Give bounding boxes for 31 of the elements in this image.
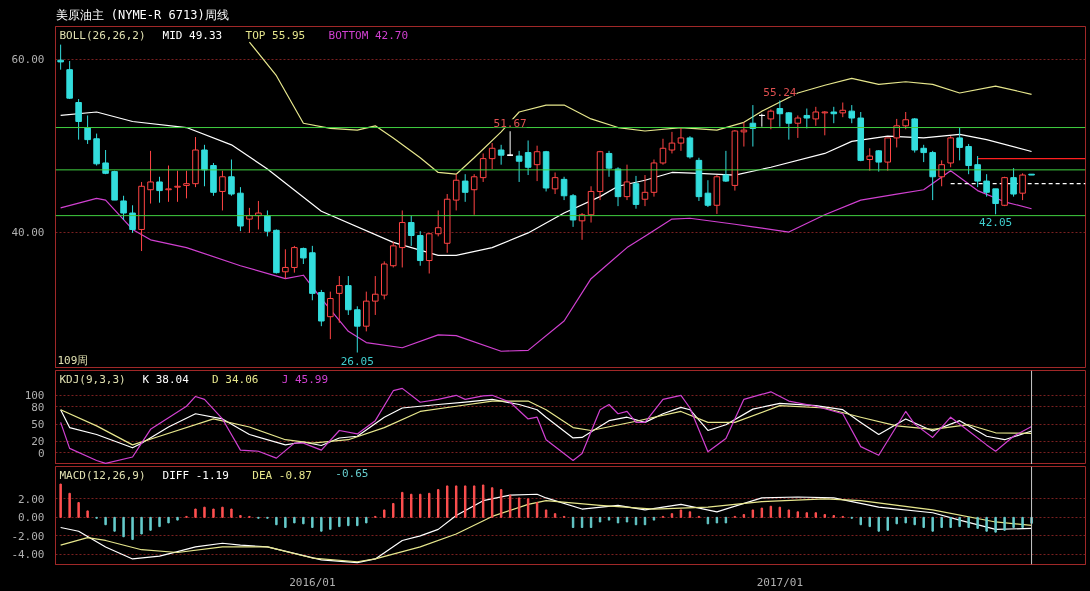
annotation: 51.67: [493, 117, 527, 131]
text: J 45.99: [281, 372, 329, 386]
legend-title: BOLL(26,26,2): [59, 28, 146, 42]
legend-title: MACD(12,26,9): [59, 468, 146, 482]
y-tick-label: 2.00: [18, 492, 45, 506]
text: DEA -0.87: [252, 468, 312, 482]
y-tick-label: 0.00: [18, 511, 45, 525]
annotation: 55.24: [763, 86, 797, 100]
x-tick-label: 2017/01: [756, 575, 804, 589]
annotation: 109周: [57, 353, 89, 367]
y-tick-label: 0: [37, 446, 45, 460]
legend-title: KDJ(9,3,3): [59, 372, 126, 386]
y-tick-label: 40.00: [11, 226, 45, 240]
y-tick-label: 20: [31, 435, 45, 449]
y-tick-label: 60.00: [11, 53, 45, 67]
chart-title: 美原油主 (NYME-R 6713)周线: [55, 7, 229, 22]
text: MID 49.33: [162, 28, 223, 42]
x-tick-label: 2016/01: [289, 575, 336, 589]
text: DIFF -1.19: [162, 468, 229, 482]
text: -0.65: [335, 466, 369, 480]
text: BOTTOM 42.70: [328, 28, 409, 42]
text: D 34.06: [212, 372, 259, 386]
y-tick-label: 80: [31, 400, 45, 414]
annotation: 26.05: [340, 354, 374, 368]
y-tick-label: -2.00: [11, 529, 45, 543]
annotation: 42.05: [979, 216, 1013, 230]
y-tick-label: 100: [24, 389, 45, 403]
y-tick-label: 50: [31, 418, 45, 432]
y-tick-label: -4.00: [11, 548, 45, 562]
text: K 38.04: [142, 372, 190, 386]
series-label: TOP 55.95: [245, 28, 306, 42]
